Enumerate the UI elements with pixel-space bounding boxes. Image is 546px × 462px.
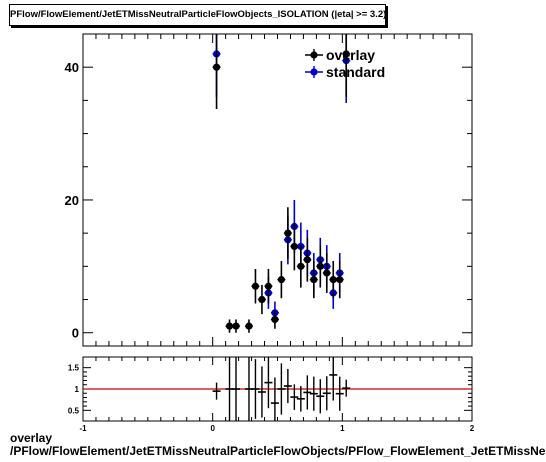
overlay-point: [212, 63, 221, 71]
legend-overlay-label: overlay: [326, 47, 375, 63]
main-y-tick-label: 20: [65, 193, 79, 208]
caption-line-1: overlay: [10, 432, 53, 445]
overlay-point: [225, 322, 234, 330]
overlay-point: [245, 322, 253, 330]
overlay-point: [271, 315, 279, 324]
ratio-x-tick-label: 1: [340, 424, 345, 433]
legend-standard-label: standard: [326, 64, 385, 80]
overlay-point: [290, 242, 298, 251]
main-y-tick-label: 0: [72, 326, 79, 341]
ratio-y-tick-label: 0.5: [68, 406, 80, 415]
overlay-point: [303, 256, 311, 264]
overlay-point: [232, 322, 240, 330]
overlay-point: [284, 229, 292, 237]
ratio-x-tick-label: -1: [79, 424, 87, 433]
ratio-x-tick-label: 2: [470, 424, 475, 433]
main-y-tick-label: 40: [65, 60, 79, 75]
main-frame: [82, 33, 473, 347]
overlay-point: [336, 276, 344, 284]
legend-overlay-marker: [310, 51, 318, 59]
overlay-point: [316, 262, 324, 270]
overlay-point: [277, 276, 285, 284]
legend-standard-marker: [310, 68, 318, 76]
plot-title: PFlow/FlowElement/JetETMissNeutralPartic…: [9, 4, 386, 26]
overlay-point: [297, 262, 305, 270]
caption-line-2: /PFlow/FlowElement/JetETMissNeutralParti…: [10, 444, 546, 458]
ratio-plot: 0.5 1 1.5 -1 0 1 2: [68, 356, 475, 433]
ratio-x-tick-label: 0: [210, 424, 215, 433]
ratio-y-tick-label: 1: [75, 385, 80, 394]
overlay-point: [264, 282, 273, 290]
overlay-point: [251, 282, 260, 290]
caption: overlay /PFlow/FlowElement/JetETMissNeut…: [10, 432, 546, 458]
overlay-point: [310, 276, 318, 284]
overlay-point: [342, 50, 350, 58]
overlay-point: [258, 295, 266, 304]
overlay-point: [329, 276, 337, 284]
ratio-y-tick-label: 1.5: [68, 364, 80, 373]
overlay-point: [323, 269, 331, 277]
